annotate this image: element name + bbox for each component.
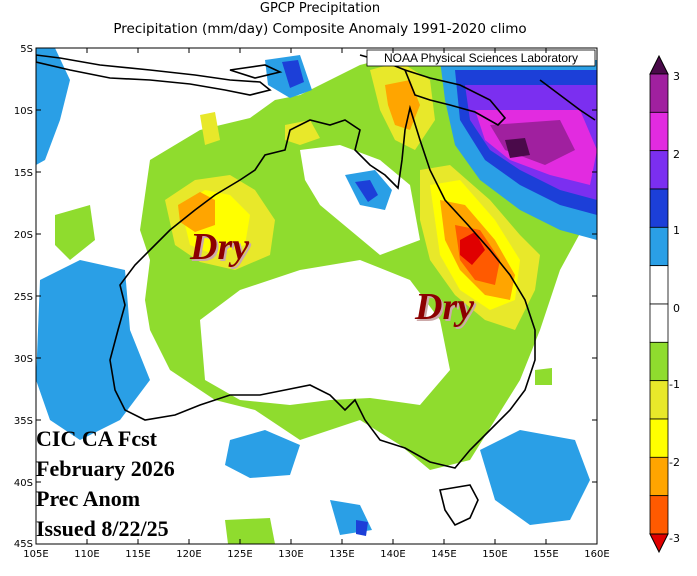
colorbar-segment <box>649 73 669 113</box>
yellow-cape <box>200 112 220 145</box>
lat-label: 15S <box>14 168 33 179</box>
colorbar-labels: 3 2 1 0 -1 -2 -3 <box>669 70 680 545</box>
forecast-line-4: Issued 8/22/25 <box>36 516 169 541</box>
colorbar-segment <box>649 341 669 382</box>
australia-coast <box>109 104 536 469</box>
colorbar-label: 2 <box>673 148 680 161</box>
lat-label: 10S <box>14 106 33 117</box>
lat-label: 40S <box>14 478 33 489</box>
colorbar-segment <box>649 495 669 535</box>
darkpurple-coral-sea <box>505 138 530 158</box>
lon-label: 140E <box>380 549 405 560</box>
colorbar-segment <box>649 150 669 190</box>
colorbar-label: -1 <box>669 378 680 391</box>
anomaly-fields <box>36 48 597 544</box>
colorbar-label: 3 <box>673 70 680 83</box>
colorbar-label: -3 <box>669 532 680 545</box>
colorbar-bottom-arrow <box>649 533 669 554</box>
dark-blue-gulf <box>355 180 378 202</box>
lat-label: 20S <box>14 230 33 241</box>
colorbar-segment <box>649 226 669 267</box>
coastlines <box>36 54 596 527</box>
lon-label: 105E <box>23 549 48 560</box>
lat-label: 25S <box>14 292 33 303</box>
dark-blue-timor <box>282 60 304 88</box>
green-tas <box>535 368 552 385</box>
colorbar-segment <box>649 456 669 497</box>
lon-label: 130E <box>278 549 303 560</box>
lat-label: 30S <box>14 354 33 365</box>
green-west-coast <box>55 205 95 260</box>
lon-label: 145E <box>431 549 456 560</box>
dark-blue-tasman <box>356 520 368 536</box>
colorbar-label: 0 <box>673 302 680 315</box>
colorbar <box>649 54 669 554</box>
lon-label: 125E <box>227 549 252 560</box>
blue-west-sea <box>36 260 150 440</box>
forecast-line-1: CIC CA Fcst <box>36 426 157 451</box>
lat-label: 35S <box>14 416 33 427</box>
lat-ticks <box>36 47 597 483</box>
orange-north <box>385 80 420 130</box>
forecast-line-3: Prec Anom <box>36 486 141 511</box>
colorbar-label: -2 <box>669 456 680 469</box>
lon-axis: 105E 110E 115E 120E 125E 130E 135E 140E … <box>23 549 609 560</box>
islands-ne <box>539 79 596 121</box>
colorbar-label: 1 <box>673 224 680 237</box>
colorbar-segment <box>649 188 669 228</box>
yellow-arnhem <box>285 120 320 145</box>
lat-label: 5S <box>20 44 33 55</box>
dry-label-west: Dry <box>190 226 250 268</box>
neutral-interior <box>200 260 450 405</box>
purple-coral-sea <box>490 120 575 165</box>
colorbar-segment <box>649 265 669 305</box>
dry-label-east: Dry <box>415 286 475 328</box>
red-east <box>460 232 485 265</box>
lon-label: 155E <box>533 549 558 560</box>
lon-label: 110E <box>74 549 99 560</box>
lon-ticks <box>86 48 547 544</box>
lat-label: 45S <box>14 539 33 550</box>
lon-label: 120E <box>176 549 201 560</box>
lon-label: 150E <box>482 549 507 560</box>
tasmania-coast <box>439 484 479 527</box>
colorbar-segment <box>649 418 669 458</box>
colorbar-segment <box>649 303 669 343</box>
png-coast <box>403 68 507 126</box>
indonesia-coast <box>36 54 272 96</box>
chart-subtitle: Precipitation (mm/day) Composite Anomaly… <box>113 21 527 37</box>
credit-text: NOAA Physical Sciences Laboratory <box>384 51 578 65</box>
lon-label: 115E <box>125 549 150 560</box>
lon-label: 135E <box>329 549 354 560</box>
blue-south <box>225 430 300 478</box>
timor-coast <box>229 64 283 79</box>
lon-label: 160E <box>584 549 609 560</box>
blue-se <box>480 430 590 525</box>
colorbar-segment <box>649 111 669 152</box>
chart-title: GPCP Precipitation <box>259 1 381 16</box>
green-south-sea <box>225 518 275 544</box>
lat-axis: 5S 10S 15S 20S 25S 30S 35S 40S 45S <box>14 44 33 550</box>
colorbar-top-arrow <box>649 54 669 75</box>
blue-nw <box>36 48 70 165</box>
forecast-line-2: February 2026 <box>36 456 175 481</box>
credit-box <box>366 49 596 67</box>
colorbar-segment <box>649 380 669 420</box>
